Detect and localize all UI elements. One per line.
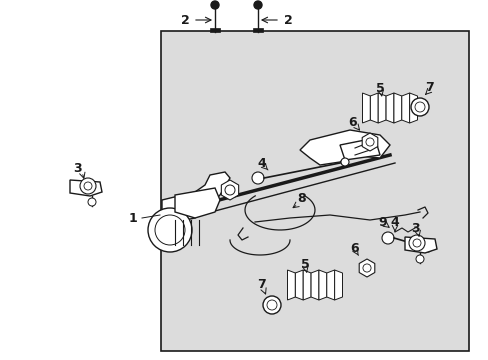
Polygon shape: [339, 138, 379, 160]
Circle shape: [381, 232, 393, 244]
Polygon shape: [377, 93, 386, 123]
Circle shape: [263, 296, 281, 314]
Circle shape: [408, 235, 424, 251]
Text: 2: 2: [180, 14, 189, 27]
Polygon shape: [310, 270, 318, 300]
Text: 4: 4: [390, 216, 399, 229]
Polygon shape: [386, 93, 393, 123]
Bar: [252, 28, 263, 32]
Text: 6: 6: [348, 116, 357, 129]
Polygon shape: [162, 172, 229, 222]
Text: 3: 3: [410, 221, 418, 234]
Text: 1: 1: [128, 212, 137, 225]
Circle shape: [365, 138, 373, 146]
Circle shape: [410, 98, 428, 116]
Text: 6: 6: [350, 242, 359, 255]
Text: 7: 7: [425, 81, 433, 94]
Polygon shape: [303, 270, 310, 300]
Text: 7: 7: [257, 279, 266, 292]
Circle shape: [88, 198, 96, 206]
Circle shape: [412, 239, 420, 247]
Circle shape: [415, 255, 423, 263]
Polygon shape: [393, 93, 401, 123]
Circle shape: [340, 158, 348, 166]
Circle shape: [148, 208, 192, 252]
Text: 8: 8: [297, 192, 305, 204]
Polygon shape: [295, 270, 303, 300]
Polygon shape: [318, 270, 326, 300]
Polygon shape: [404, 237, 436, 253]
Text: 5: 5: [375, 81, 384, 95]
Circle shape: [155, 215, 184, 245]
Polygon shape: [401, 93, 409, 123]
Text: 2: 2: [283, 14, 292, 27]
Circle shape: [253, 1, 262, 9]
Circle shape: [80, 178, 96, 194]
Polygon shape: [359, 259, 374, 277]
Bar: [209, 28, 220, 32]
Circle shape: [210, 1, 219, 9]
Polygon shape: [362, 133, 377, 151]
Polygon shape: [299, 130, 389, 165]
Polygon shape: [334, 270, 342, 300]
Text: 4: 4: [257, 157, 266, 170]
Polygon shape: [362, 93, 369, 123]
Circle shape: [423, 244, 431, 252]
Polygon shape: [369, 93, 377, 123]
Polygon shape: [409, 93, 417, 123]
Bar: [161, 31, 468, 351]
Polygon shape: [287, 270, 295, 300]
Circle shape: [251, 172, 264, 184]
Circle shape: [414, 102, 424, 112]
Circle shape: [266, 300, 276, 310]
Circle shape: [84, 182, 92, 190]
Circle shape: [362, 264, 370, 272]
Polygon shape: [221, 180, 238, 200]
Text: 3: 3: [73, 162, 81, 175]
Text: 5: 5: [300, 258, 309, 271]
Polygon shape: [70, 180, 102, 196]
Polygon shape: [175, 188, 220, 218]
Text: 9: 9: [378, 216, 386, 229]
Polygon shape: [326, 270, 334, 300]
Circle shape: [224, 185, 235, 195]
